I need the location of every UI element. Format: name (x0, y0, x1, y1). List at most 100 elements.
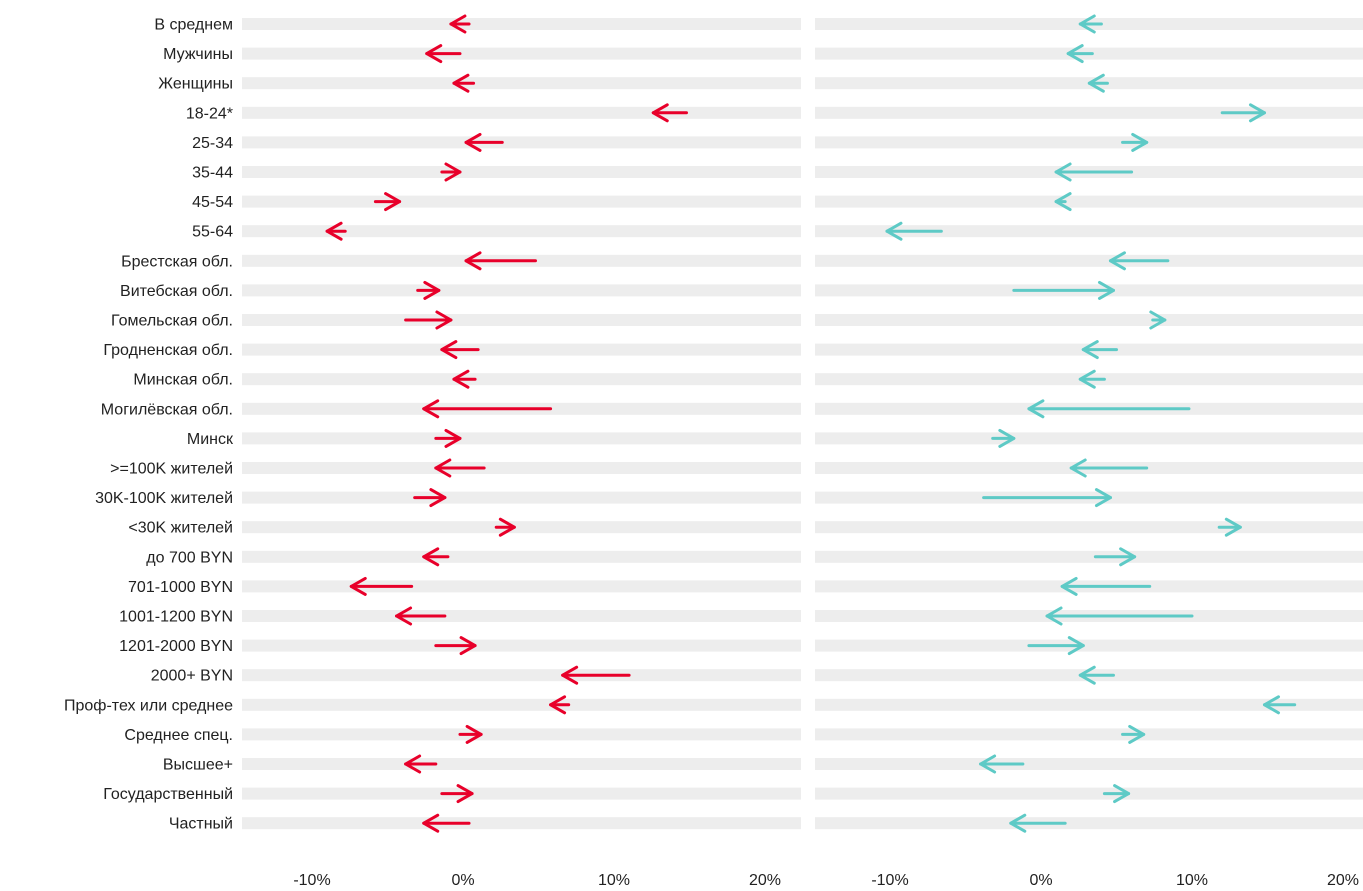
category-label: Частный (169, 816, 233, 833)
category-label: Гродненская обл. (103, 342, 233, 359)
category-label: 2000+ BYN (151, 668, 233, 685)
category-label: Брестская обл. (121, 253, 233, 270)
category-label: 30K-100K жителей (95, 490, 233, 507)
category-label: Могилёвская обл. (101, 401, 233, 418)
row-track (815, 698, 1363, 711)
arrow-mark (373, 192, 402, 212)
row-track (242, 47, 801, 60)
arrow-mark (1078, 369, 1106, 389)
category-label: 55-64 (192, 224, 233, 241)
x-tick-label: 0% (1029, 872, 1052, 886)
category-label: Проф-тех или среднее (64, 697, 233, 714)
arrow-mark (434, 636, 477, 656)
category-label: 701-1000 BYN (128, 579, 233, 596)
category-label: Гомельская обл. (111, 313, 233, 330)
arrow-mark (464, 251, 537, 271)
arrow-mark (1027, 636, 1085, 656)
row-track (242, 343, 801, 356)
category-label: Государственный (103, 786, 233, 803)
arrow-mark (494, 517, 516, 537)
arrow-mark (1012, 280, 1115, 300)
arrow-mark (1217, 517, 1242, 537)
arrow-mark (413, 488, 447, 508)
arrow-mark (452, 369, 477, 389)
arrow-mark (1121, 132, 1149, 152)
row-track (242, 166, 801, 178)
arrow-mark (1149, 310, 1167, 330)
arrow-mark (1108, 251, 1170, 271)
arrow-mark (416, 280, 441, 300)
x-tick-label: 20% (1327, 872, 1359, 886)
row-track (242, 373, 801, 386)
arrow-mark (1093, 547, 1137, 567)
row-track (242, 669, 801, 682)
arrow-mark (434, 428, 462, 448)
row-track (815, 787, 1363, 800)
arrow-mark (549, 695, 571, 715)
arrow-mark (325, 221, 347, 241)
category-label: 1201-2000 BYN (119, 638, 233, 655)
row-track (242, 77, 801, 90)
arrow-mark (404, 310, 453, 330)
x-tick-label: 0% (451, 872, 474, 886)
arrow-mark (1220, 103, 1266, 123)
category-label: 18-24* (186, 105, 233, 122)
category-label: 1001-1200 BYN (119, 609, 233, 626)
category-labels: В среднем Мужчины Женщины 18-24* 25-34 35-44 4… (64, 17, 234, 833)
x-tick-label: 10% (1176, 872, 1208, 886)
category-label: >=100K жителей (110, 461, 233, 478)
arrow-mark (458, 724, 483, 744)
row-track (242, 758, 801, 770)
arrow-mark (885, 221, 943, 241)
row-track (242, 136, 801, 149)
row-track (242, 225, 801, 238)
x-tick-label: -10% (293, 872, 330, 886)
panel-1: -10% 0% 10% 20% (242, 14, 801, 889)
row-track (242, 462, 801, 474)
row-track (242, 787, 801, 800)
row-track (815, 254, 1363, 267)
row-track (242, 698, 801, 711)
x-tick-label: -10% (871, 872, 908, 886)
row-track (815, 136, 1363, 149)
category-label: Витебская обл. (120, 283, 233, 300)
row-track (815, 817, 1363, 830)
arrow-mark (349, 576, 414, 596)
category-label: 25-34 (192, 135, 233, 152)
arrow-mark (651, 103, 688, 123)
row-track (242, 195, 801, 208)
arrow-mark (1102, 784, 1131, 804)
arrow-mark (1078, 14, 1103, 34)
category-label: Минск (187, 431, 234, 448)
arrow-mark (1121, 724, 1146, 744)
row-track (815, 639, 1363, 652)
arrow-mark (422, 547, 450, 567)
category-label: В среднем (154, 17, 233, 34)
x-tick-label: 10% (598, 872, 630, 886)
category-label: до 700 BYN (146, 549, 233, 566)
arrow-mark (422, 399, 553, 419)
row-track (815, 521, 1363, 534)
row-track (242, 432, 801, 445)
arrow-mark (452, 73, 476, 93)
category-label: Среднее спец. (124, 727, 233, 744)
arrow-mark (425, 44, 462, 64)
arrow-mark (1069, 458, 1149, 478)
row-track (815, 106, 1363, 119)
panel-2: -10% 0% 10% 20% (815, 14, 1363, 889)
arrow-mark (1045, 606, 1194, 626)
row-track (815, 314, 1363, 326)
row-track (242, 18, 801, 30)
arrow-mark (1009, 813, 1067, 833)
row-track (242, 491, 801, 504)
arrow-mark (561, 665, 631, 685)
arrow-mark (982, 488, 1112, 508)
arrow-mark (440, 784, 474, 804)
row-track (242, 550, 801, 563)
arrow-mark (449, 14, 471, 34)
arrow-mark (464, 132, 504, 152)
row-track (242, 610, 801, 622)
arrow-mark (440, 340, 480, 360)
row-track (242, 284, 801, 297)
